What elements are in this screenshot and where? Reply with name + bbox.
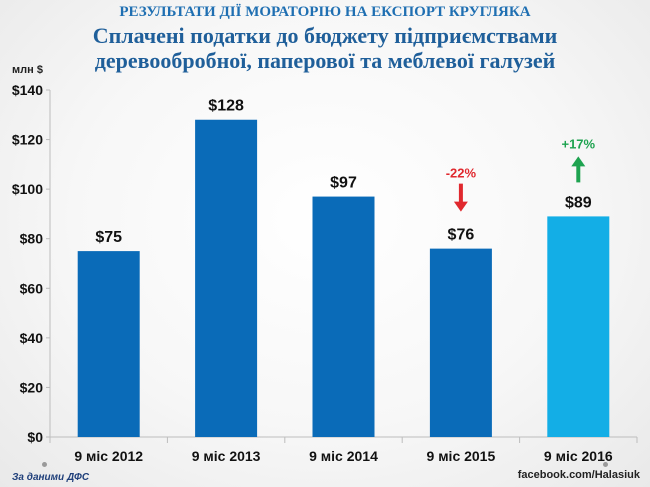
bar-value-label: $89	[565, 194, 592, 211]
y-axis-unit-label: млн $	[12, 64, 43, 76]
bar	[77, 251, 140, 437]
x-tick-label: 9 міс 2014	[309, 448, 378, 464]
y-tick-label: $20	[20, 379, 44, 395]
y-tick-label: $40	[20, 330, 44, 346]
chart-title-line-1: Сплачені податки до бюджету підприємства…	[92, 23, 558, 48]
x-axis-category-labels: 9 міс 2012 9 міс 2013 9 міс 2014 9 міс 2015…	[74, 448, 613, 464]
y-axis-ticks: $0 $20 $40 $60 $80 $100 $120 $140	[12, 82, 50, 445]
chart-title-line-2: деревообробної, паперової та меблевої га…	[94, 48, 556, 73]
x-tick-label: 9 міс 2015	[427, 448, 496, 464]
y-tick-label: $140	[12, 82, 43, 98]
y-tick-label: $100	[12, 181, 43, 197]
y-tick-label: $60	[20, 280, 44, 296]
x-tick-label: 9 міс 2013	[192, 448, 261, 464]
up-arrow-head	[571, 156, 586, 167]
author-credit: facebook.com/Halasiuk	[517, 469, 640, 481]
bar-value-label: $128	[208, 98, 244, 115]
y-tick-label: $0	[27, 429, 43, 445]
chart-supertitle: РЕЗУЛЬТАТИ ДІЇ МОРАТОРІЮ НА ЕКСПОРТ КРУГ…	[119, 4, 531, 20]
bar	[429, 248, 492, 437]
footer-dot-left	[42, 462, 47, 467]
bar-value-label: $97	[330, 175, 357, 192]
bar-value-labels: $75 $128 $97 $76 $89	[95, 98, 591, 246]
bar	[312, 196, 375, 437]
chart-bars	[77, 119, 610, 437]
x-tick-label: 9 міс 2016	[544, 448, 613, 464]
data-source-note: За даними ДФС	[12, 472, 90, 483]
bar-value-label: $75	[95, 229, 122, 246]
bar	[195, 119, 258, 437]
bar	[547, 216, 610, 437]
change-annotations: -22% +17%	[446, 136, 596, 212]
change-label: +17%	[561, 136, 595, 151]
chart-title: Сплачені податки до бюджету підприємства…	[0, 23, 650, 73]
y-tick-label: $120	[12, 132, 43, 148]
down-arrow-head	[453, 201, 468, 212]
x-tick-label: 9 міс 2012	[74, 448, 143, 464]
y-tick-label: $80	[20, 231, 44, 247]
bar-value-label: $76	[448, 227, 475, 244]
footer-dot-right	[603, 462, 608, 467]
change-label: -22%	[446, 166, 477, 181]
